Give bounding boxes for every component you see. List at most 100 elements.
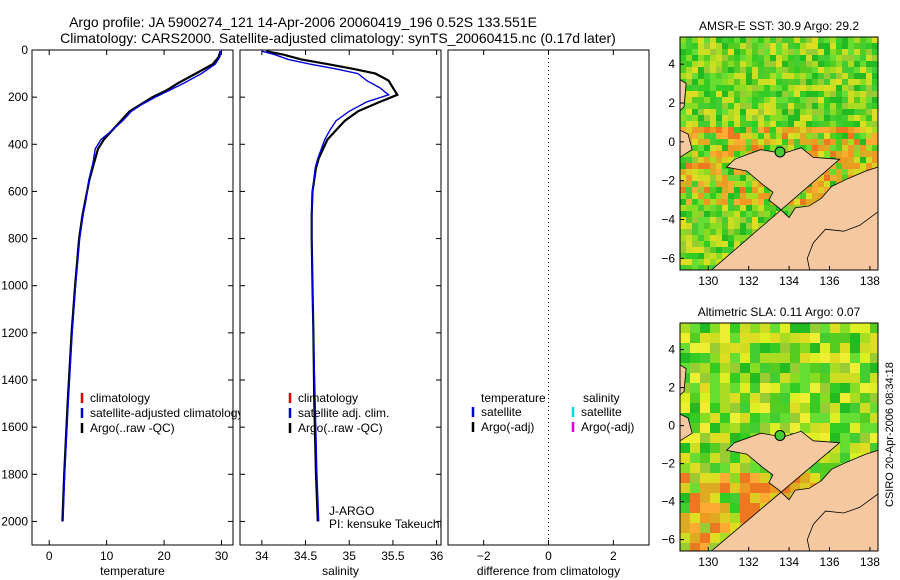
sst_map-cell	[686, 91, 692, 97]
sst_map-cell	[764, 85, 770, 91]
sst_map-cell	[872, 157, 878, 163]
sla_map-cell	[750, 493, 760, 503]
sla_map-cell	[680, 503, 690, 513]
sst_map-cell	[716, 97, 722, 103]
sla_map-cell	[680, 523, 690, 533]
sst_map-cell	[710, 187, 716, 193]
sla_map-cell	[860, 343, 870, 353]
sla_map-cell	[680, 453, 690, 463]
sla_map-cell	[740, 333, 750, 343]
sst_map-cell	[812, 145, 818, 151]
sst_map-cell	[728, 205, 734, 211]
sst_map-cell	[740, 193, 746, 199]
sst_map-cell	[830, 43, 836, 49]
sst_map-cell	[806, 127, 812, 133]
sst_map-cell	[722, 55, 728, 61]
sla_map-cell	[740, 363, 750, 373]
sla_map-cell	[850, 353, 860, 363]
salinity-annotation: PI: kensuke Takeuchi	[329, 517, 442, 531]
sst_map-cell	[746, 133, 752, 139]
sst_map-cell	[872, 37, 878, 43]
sst_map-cell	[782, 61, 788, 67]
salinity-xtick-label: 35.5	[381, 549, 405, 563]
sst_map-cell	[692, 253, 698, 259]
sst_map-cell	[734, 61, 740, 67]
sst_map-cell	[788, 109, 794, 115]
sst_map-xtick-label: 136	[819, 274, 839, 288]
sla_map-cell	[740, 393, 750, 403]
temperature-legend-entry: Argo(..raw -QC)	[90, 421, 175, 435]
sst_map-cell	[806, 49, 812, 55]
sst_map-cell	[728, 61, 734, 67]
sst_map-cell	[860, 91, 866, 97]
sst_map-cell	[824, 187, 830, 193]
sla_map-cell	[750, 483, 760, 493]
sst_map-cell	[812, 37, 818, 43]
sst_map-cell	[680, 55, 686, 61]
sst_map-cell	[860, 163, 866, 169]
sst_map-cell	[692, 157, 698, 163]
sst_map-cell	[764, 199, 770, 205]
sla_map-cell	[770, 423, 780, 433]
sst_map-cell	[710, 103, 716, 109]
sst_map-cell	[830, 127, 836, 133]
sst_map-cell	[686, 127, 692, 133]
sst_map-cell	[716, 181, 722, 187]
sst_map-cell	[782, 49, 788, 55]
sst_map-cell	[692, 97, 698, 103]
sla_map-cell	[720, 363, 730, 373]
diff-legend-entry: Argo(-adj)	[581, 420, 634, 434]
sst_map-cell	[686, 61, 692, 67]
sla_map-cell	[680, 533, 690, 543]
sst_map-cell	[692, 199, 698, 205]
sst_map-cell	[770, 103, 776, 109]
sla_map-cell	[840, 363, 850, 373]
sst_map-cell	[848, 55, 854, 61]
sst_map-cell	[800, 43, 806, 49]
sla_map-cell	[750, 503, 760, 513]
sst_map-cell	[734, 145, 740, 151]
title-line-2: Climatology: CARS2000. Satellite-adjuste…	[60, 30, 616, 46]
sst_map-cell	[776, 91, 782, 97]
sla_map-cell	[830, 413, 840, 423]
sla_map-cell	[770, 403, 780, 413]
sst_map-cell	[866, 115, 872, 121]
sla_map-cell	[710, 533, 720, 543]
sst_map-cell	[764, 43, 770, 49]
sla_map-cell	[870, 383, 878, 393]
sst_map-cell	[722, 37, 728, 43]
sst_map-cell	[782, 67, 788, 73]
sst_map-cell	[764, 145, 770, 151]
sla_map-cell	[770, 333, 780, 343]
sst_map-cell	[842, 43, 848, 49]
sst_map-cell	[806, 115, 812, 121]
sla_map-cell	[850, 433, 860, 443]
sla_map-cell	[830, 423, 840, 433]
sla_map-cell	[710, 493, 720, 503]
sla_map-cell	[860, 333, 870, 343]
sla_map-cell	[770, 413, 780, 423]
sst_map-cell	[848, 67, 854, 73]
sla_map-cell	[700, 433, 710, 443]
sst_map-cell	[848, 97, 854, 103]
sst_map-cell	[746, 181, 752, 187]
sla_map-cell	[730, 433, 740, 443]
sst_map-cell	[716, 253, 722, 259]
sst_map-cell	[872, 115, 878, 121]
sst_map-cell	[842, 169, 848, 175]
sst_map-cell	[746, 175, 752, 181]
sst_map-ytick-label: 2	[668, 96, 675, 110]
sst_map-cell	[722, 97, 728, 103]
sst_map-cell	[758, 37, 764, 43]
temperature-ytick-label: 400	[8, 137, 28, 151]
sla_map-cell	[790, 383, 800, 393]
sst_map-cell	[686, 55, 692, 61]
sst_map-cell	[704, 211, 710, 217]
sla_map-cell	[730, 323, 740, 333]
sst_map-cell	[704, 259, 710, 265]
salinity-xtick-label: 34	[255, 549, 269, 563]
sla_map-field	[680, 323, 878, 551]
sst_map-cell	[752, 91, 758, 97]
sst_map-cell	[686, 253, 692, 259]
sla_map-cell	[690, 513, 700, 523]
